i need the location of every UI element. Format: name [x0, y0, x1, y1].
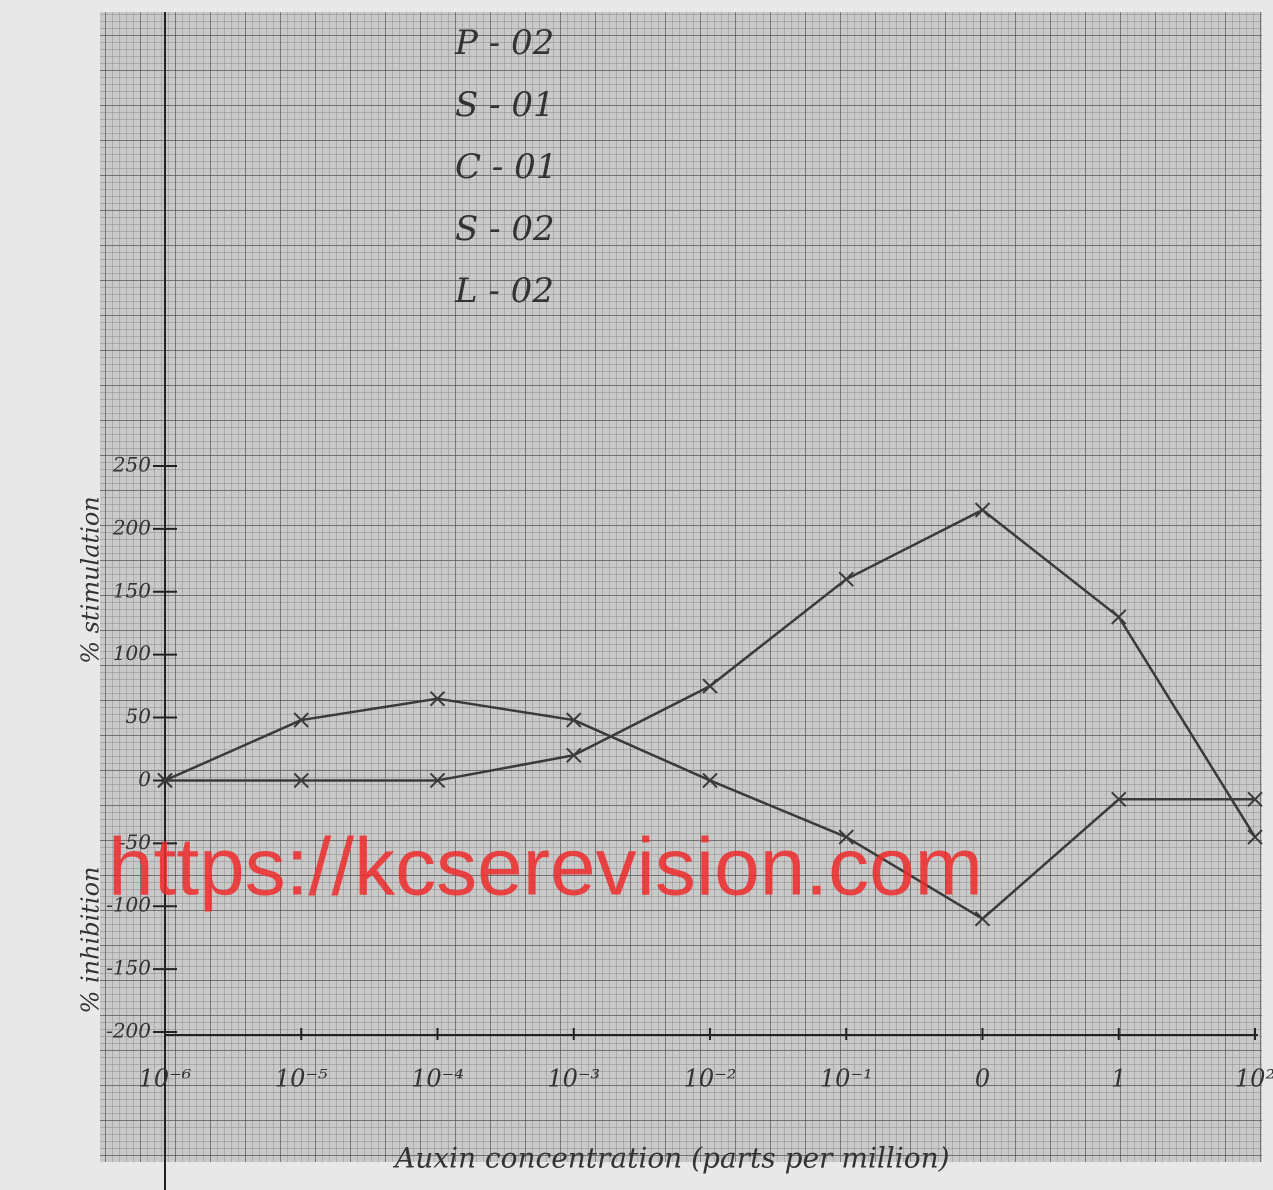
point-marker [157, 772, 173, 789]
point-marker [838, 829, 854, 845]
y-tick-label: 50 [126, 704, 152, 728]
x-tick-label: 10⁻² [684, 1065, 737, 1093]
point-marker [974, 502, 991, 518]
watermark: https://kcserevision.com [108, 822, 983, 913]
point-marker [1111, 609, 1127, 625]
x-tick-label: 10² [1235, 1065, 1273, 1093]
point-marker [702, 678, 718, 694]
point-marker [702, 772, 718, 789]
x-tick-label: 10⁻⁴ [411, 1065, 464, 1093]
y-axis-label: % stimulation [77, 496, 105, 664]
point-marker [429, 772, 446, 789]
y-tick-label: 250 [112, 453, 151, 477]
y-tick-label: -150 [106, 956, 151, 980]
x-tick-label: 10⁻¹ [820, 1065, 873, 1093]
y-tick-label: -50 [119, 830, 151, 854]
note: L - 02 [454, 271, 554, 311]
point-marker [429, 690, 446, 707]
point-marker [1247, 829, 1263, 845]
y-tick-label: 200 [112, 515, 151, 539]
y-tick-label: 0 [138, 767, 151, 791]
graph-grid [100, 12, 1262, 1162]
x-tick-label: 0 [975, 1065, 990, 1093]
point-marker [1247, 791, 1263, 808]
point-marker [293, 712, 309, 728]
note: S - 02 [455, 209, 555, 249]
note: P - 02 [454, 23, 554, 63]
x-tick-label: 10⁻⁶ [139, 1065, 192, 1093]
y-tick-label: -100 [106, 893, 151, 917]
y-tick-label: 100 [113, 641, 151, 665]
note: C - 01 [455, 147, 557, 187]
point-marker [293, 772, 309, 789]
x-axis-label: Auxin concentration (parts per million) [392, 1142, 950, 1175]
point-marker [1111, 791, 1127, 808]
y-tick-label: -200 [106, 1019, 151, 1043]
point-marker [838, 571, 854, 587]
y-tick-label: 150 [113, 578, 151, 602]
point-marker [566, 712, 582, 728]
y-axis-label: % inhibition [77, 867, 105, 1014]
point-marker [974, 911, 991, 927]
point-marker [566, 747, 582, 763]
x-tick-label: 1 [1111, 1065, 1126, 1093]
x-tick-label: 10⁻⁵ [275, 1065, 328, 1093]
note: S - 01 [455, 85, 555, 125]
x-tick-label: 10⁻³ [547, 1065, 600, 1093]
